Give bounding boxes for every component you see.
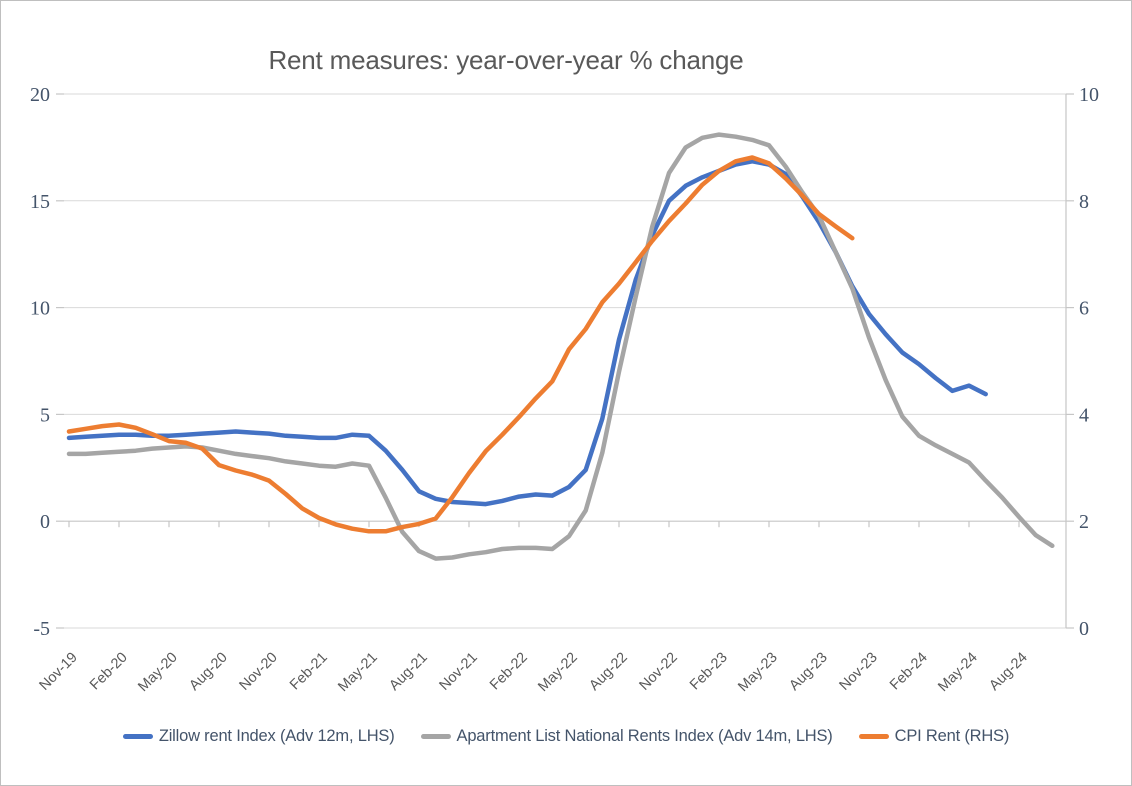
y-axis-label-left: 5 (40, 404, 50, 426)
apartment-list-line-swatch-icon (420, 734, 451, 739)
legend-item-zillow: Zillow rent Index (Adv 12m, LHS) (122, 727, 395, 746)
y-axis-label-right: 6 (1079, 298, 1089, 320)
x-axis-label: Nov-23 (836, 650, 880, 694)
y-axis-label-right: 10 (1079, 84, 1099, 106)
y-axis-label-right: 0 (1079, 618, 1089, 640)
x-axis-label: May-24 (935, 650, 981, 696)
x-axis-label: May-20 (135, 650, 181, 696)
legend: Zillow rent Index (Adv 12m, LHS) Apartme… (1, 727, 1131, 746)
y-axis-label-left: 10 (30, 298, 50, 320)
x-axis-label: Feb-23 (687, 650, 731, 694)
legend-item-cpi-rent: CPI Rent (RHS) (858, 727, 1010, 746)
x-axis-label: Nov-19 (36, 650, 80, 694)
x-axis-label: Aug-24 (986, 650, 1030, 694)
series-line-apartment-list (66, 132, 1055, 561)
x-axis-label: Aug-21 (386, 650, 430, 694)
x-axis-label: Aug-22 (586, 650, 630, 694)
x-axis-label: Feb-22 (487, 650, 531, 694)
x-axis-label: Aug-20 (186, 650, 230, 694)
zillow-line-swatch-icon (122, 734, 153, 739)
y-axis-label-right: 2 (1079, 511, 1089, 533)
x-axis-label: Nov-20 (236, 650, 280, 694)
series-line-cpi-rent (66, 155, 855, 534)
y-axis-label-left: 15 (30, 191, 50, 213)
x-axis-label: Nov-21 (436, 650, 480, 694)
x-axis-label: May-21 (335, 650, 381, 696)
cpi-rent-line-swatch-icon (858, 734, 889, 739)
y-axis-label-right: 4 (1079, 404, 1089, 426)
y-axis-label-left: 0 (40, 511, 50, 533)
legend-item-apartment-list: Apartment List National Rents Index (Adv… (420, 727, 833, 746)
y-axis-label-left: -5 (33, 618, 50, 640)
y-axis-label-left: 20 (30, 84, 50, 106)
x-axis-label: Aug-23 (786, 650, 830, 694)
x-axis-label: Feb-21 (287, 650, 331, 694)
legend-label-cpi-rent: CPI Rent (RHS) (894, 727, 1010, 745)
x-axis-label: Feb-20 (87, 650, 131, 694)
x-axis-label: Feb-24 (887, 650, 931, 694)
legend-label-zillow: Zillow rent Index (Adv 12m, LHS) (158, 727, 395, 745)
chart-title: Rent measures: year-over-year % change (268, 45, 744, 75)
legend-label-apartment-list: Apartment List National Rents Index (Adv… (456, 727, 833, 745)
x-axis-label: May-23 (735, 650, 781, 696)
x-axis-label: May-22 (535, 650, 581, 696)
x-axis-label: Nov-22 (636, 650, 680, 694)
y-axis-label-right: 8 (1079, 191, 1089, 213)
